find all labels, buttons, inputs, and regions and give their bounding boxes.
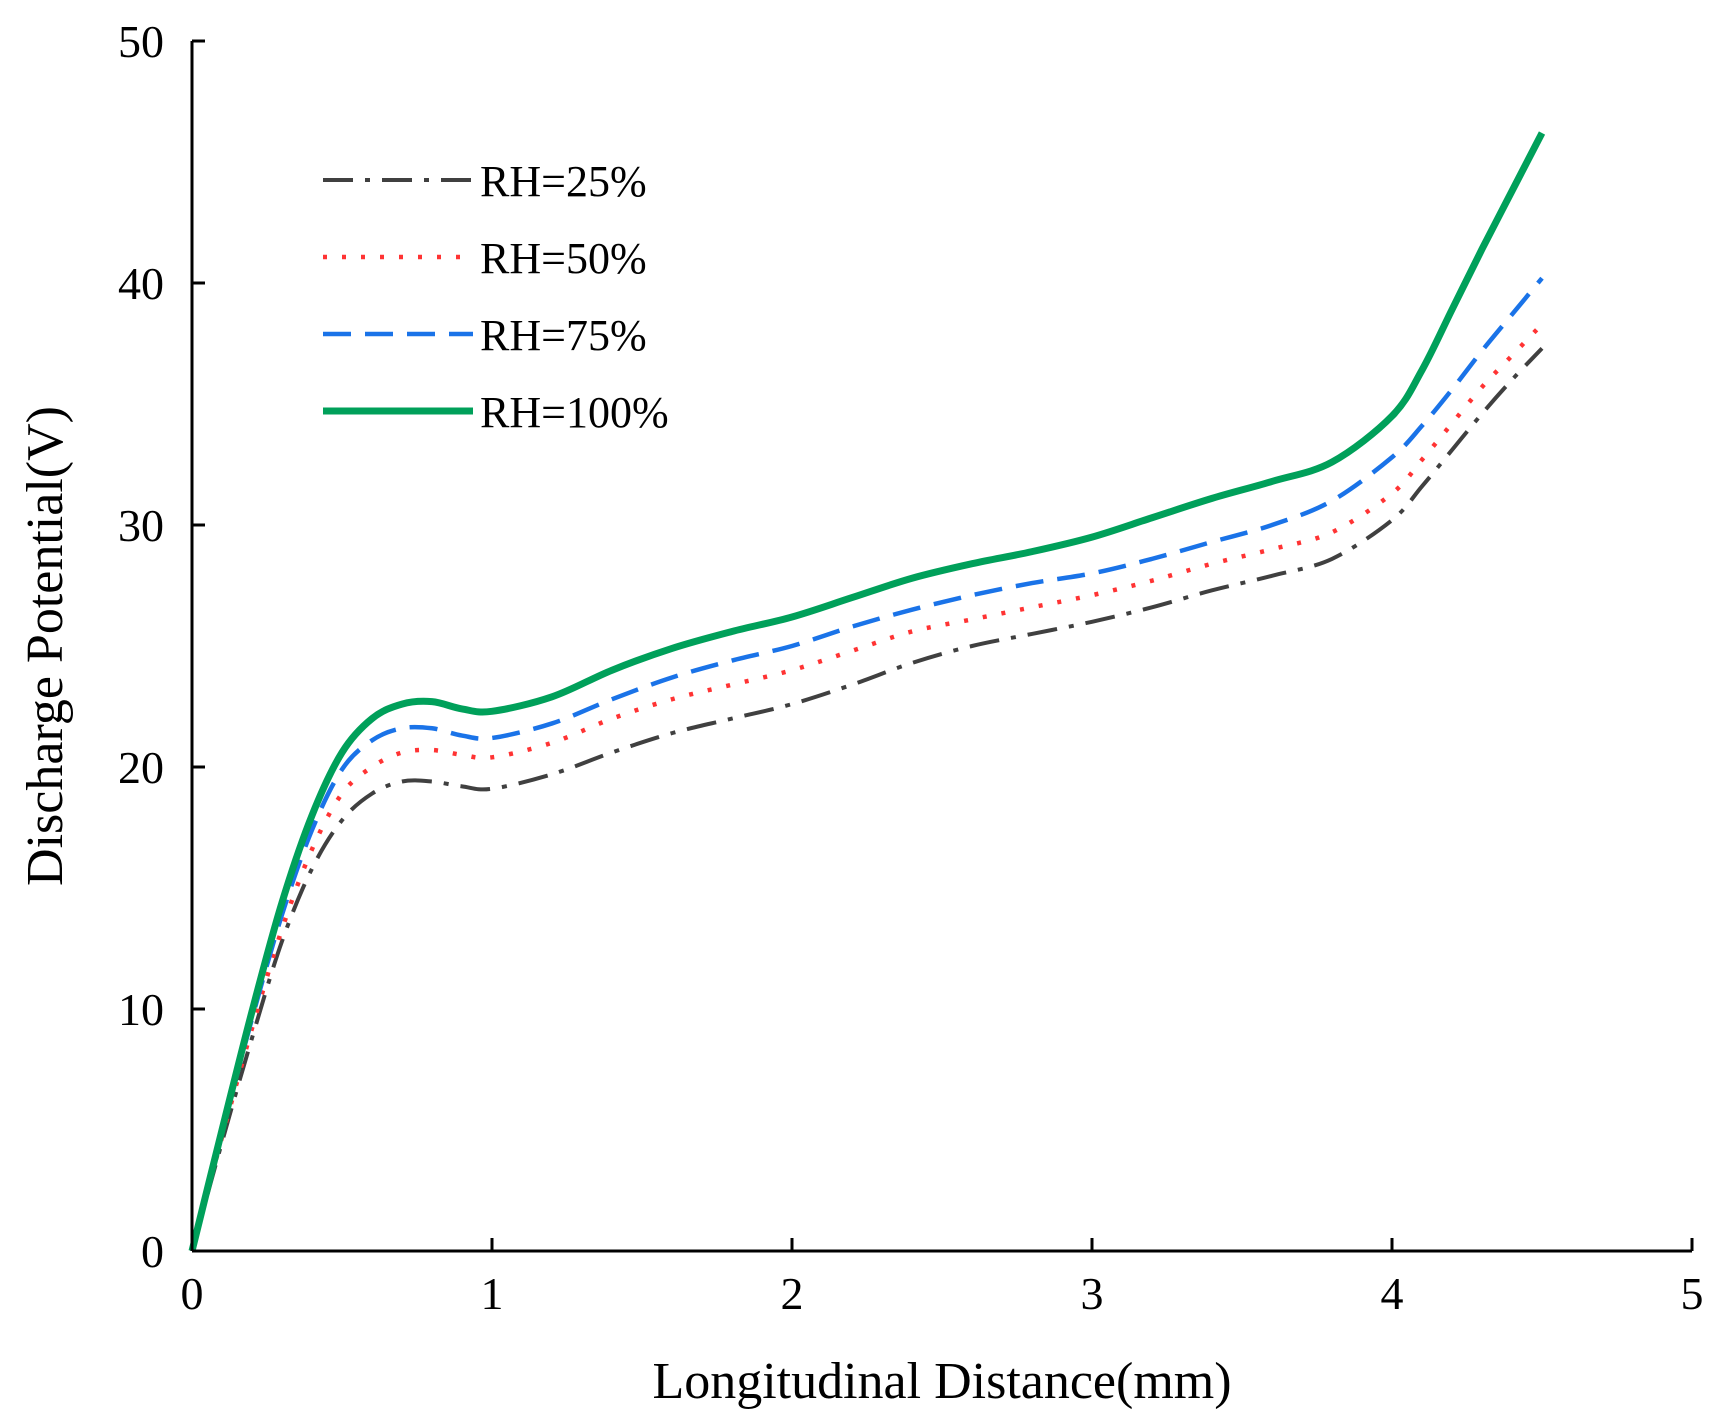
legend: RH=25% RH=50% RH=75% RH=100% <box>323 157 669 437</box>
y-tick-label: 50 <box>118 16 164 67</box>
legend-label: RH=100% <box>480 388 669 437</box>
y-tick-label: 30 <box>118 500 164 551</box>
x-tick-label: 5 <box>1681 1268 1704 1319</box>
y-tick-label: 10 <box>118 984 164 1035</box>
x-tick-label: 0 <box>181 1268 204 1319</box>
legend-label: RH=75% <box>480 311 647 360</box>
y-tick-label: 0 <box>141 1226 164 1277</box>
legend-label: RH=25% <box>480 157 647 206</box>
y-tick-label: 20 <box>118 742 164 793</box>
x-tick-label: 4 <box>1381 1268 1404 1319</box>
series-line-rh-100- <box>188 131 1546 1252</box>
x-axis-title: Longitudinal Distance(mm) <box>652 1353 1231 1410</box>
y-axis-title: Discharge Potential(V) <box>17 406 74 886</box>
x-tick-label: 1 <box>481 1268 504 1319</box>
series-line-rh-25- <box>190 346 1544 1252</box>
x-tick-label: 3 <box>1081 1268 1104 1319</box>
series-layer <box>188 131 1546 1252</box>
series-line-rh-50- <box>189 322 1544 1252</box>
series-line-rh-75- <box>189 276 1544 1252</box>
y-tick-label: 40 <box>118 258 164 309</box>
legend-label: RH=50% <box>480 234 647 283</box>
x-tick-label: 2 <box>781 1268 804 1319</box>
